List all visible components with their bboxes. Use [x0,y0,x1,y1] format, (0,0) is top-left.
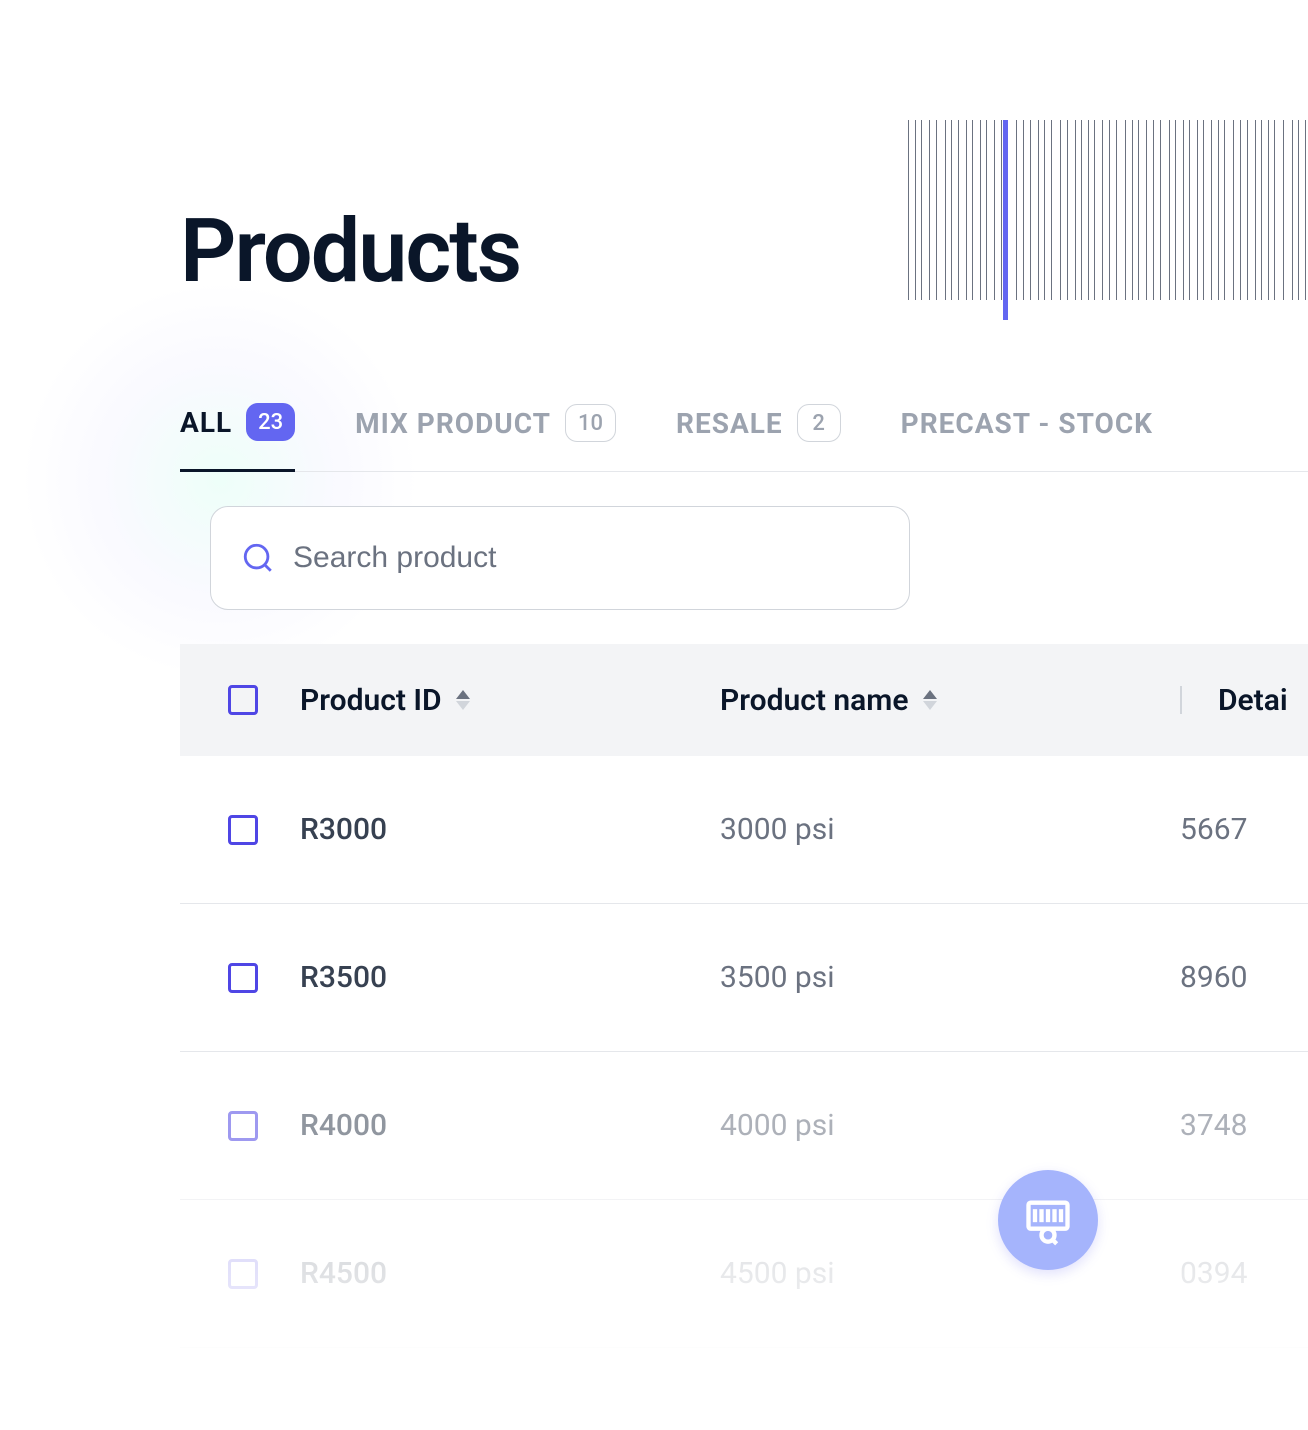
header-product-name-label: Product name [720,683,909,718]
tab-resale[interactable]: RESALE 2 [676,403,841,471]
barcode-scan-fab[interactable] [998,1170,1098,1270]
header-details-label: Detai [1218,683,1288,718]
cell-product-name: 3500 psi [720,960,835,995]
header-details: Detai [1180,683,1308,718]
cell-product-name: 3000 psi [720,812,835,847]
sort-product-name-icon[interactable] [923,690,937,710]
cell-product-name: 4000 psi [720,1108,835,1143]
cell-product-id: R4500 [300,1256,387,1291]
select-all-checkbox[interactable] [228,685,258,715]
header-checkbox-cell [228,685,300,715]
table-header: Product ID Product name Detai [180,644,1308,756]
table-row[interactable]: R4000 4000 psi 3748 [180,1052,1308,1200]
header-divider [1180,686,1182,714]
cell-product-id: R3000 [300,812,387,847]
row-checkbox[interactable] [228,1111,258,1141]
cell-details: 8960 [1180,960,1247,995]
row-checkbox[interactable] [228,1259,258,1289]
search-input[interactable] [293,541,879,575]
cell-details: 3748 [1180,1108,1247,1143]
products-page: Products ALL 23 MIX PRODUCT 10 RESALE 2 … [0,0,1308,1348]
header-product-id-label: Product ID [300,683,442,718]
tab-mix-product[interactable]: MIX PRODUCT 10 [355,403,616,471]
table-row[interactable]: R3000 3000 psi 5667 [180,756,1308,904]
cell-details: 5667 [1180,812,1247,847]
tab-precast-stock-label: PRECAST - STOCK [901,407,1153,440]
cell-product-id: R4000 [300,1108,387,1143]
tab-all-badge: 23 [246,403,295,441]
row-checkbox[interactable] [228,815,258,845]
barcode-scanner-line [1003,120,1008,320]
table-row[interactable]: R3500 3500 psi 8960 [180,904,1308,1052]
search-container [180,472,1308,644]
cell-product-name: 4500 psi [720,1256,835,1291]
tabs: ALL 23 MIX PRODUCT 10 RESALE 2 PRECAST -… [180,403,1308,472]
tab-all-label: ALL [180,406,232,439]
tab-all[interactable]: ALL 23 [180,403,295,472]
cell-details: 0394 [1180,1256,1247,1291]
tab-resale-badge: 2 [797,404,841,442]
cell-product-id: R3500 [300,960,387,995]
tab-precast-stock[interactable]: PRECAST - STOCK [901,403,1153,471]
row-checkbox[interactable] [228,963,258,993]
barcode-graphic [908,120,1308,320]
header-product-name: Product name [720,683,1180,718]
search-icon [241,541,275,575]
tab-mix-product-label: MIX PRODUCT [355,407,551,440]
tab-mix-product-badge: 10 [565,404,616,442]
barcode-scan-icon [1022,1194,1074,1246]
search-box[interactable] [210,506,910,610]
table-row[interactable]: R4500 4500 psi 0394 [180,1200,1308,1348]
tab-resale-label: RESALE [676,407,783,440]
sort-product-id-icon[interactable] [456,690,470,710]
header-product-id: Product ID [300,683,720,718]
